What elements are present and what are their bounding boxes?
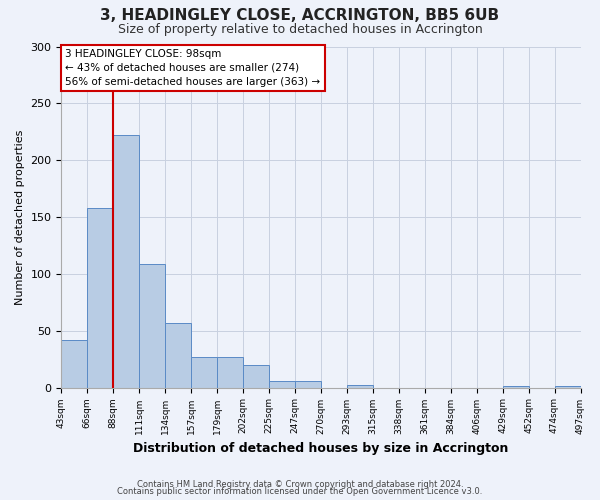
Bar (217, 357, 243, 388)
Bar (61, 340, 88, 388)
Bar (554, 386, 581, 388)
Bar (503, 386, 529, 388)
Text: Contains public sector information licensed under the Open Government Licence v3: Contains public sector information licen… (118, 487, 482, 496)
Text: 3, HEADINGLEY CLOSE, ACCRINGTON, BB5 6UB: 3, HEADINGLEY CLOSE, ACCRINGTON, BB5 6UB (100, 8, 500, 22)
Text: Size of property relative to detached houses in Accrington: Size of property relative to detached ho… (118, 22, 482, 36)
Bar (139, 264, 165, 388)
Bar (88, 208, 113, 388)
Bar (347, 386, 373, 388)
Text: 3 HEADINGLEY CLOSE: 98sqm
← 43% of detached houses are smaller (274)
56% of semi: 3 HEADINGLEY CLOSE: 98sqm ← 43% of detac… (65, 49, 320, 87)
Y-axis label: Number of detached properties: Number of detached properties (15, 130, 25, 304)
Bar (113, 135, 139, 388)
Text: Contains HM Land Registry data © Crown copyright and database right 2024.: Contains HM Land Registry data © Crown c… (137, 480, 463, 489)
Bar (295, 380, 321, 388)
Bar (269, 380, 295, 388)
Bar (165, 323, 191, 388)
X-axis label: Distribution of detached houses by size in Accrington: Distribution of detached houses by size … (133, 442, 509, 455)
Bar (243, 365, 269, 388)
Bar (191, 357, 217, 388)
